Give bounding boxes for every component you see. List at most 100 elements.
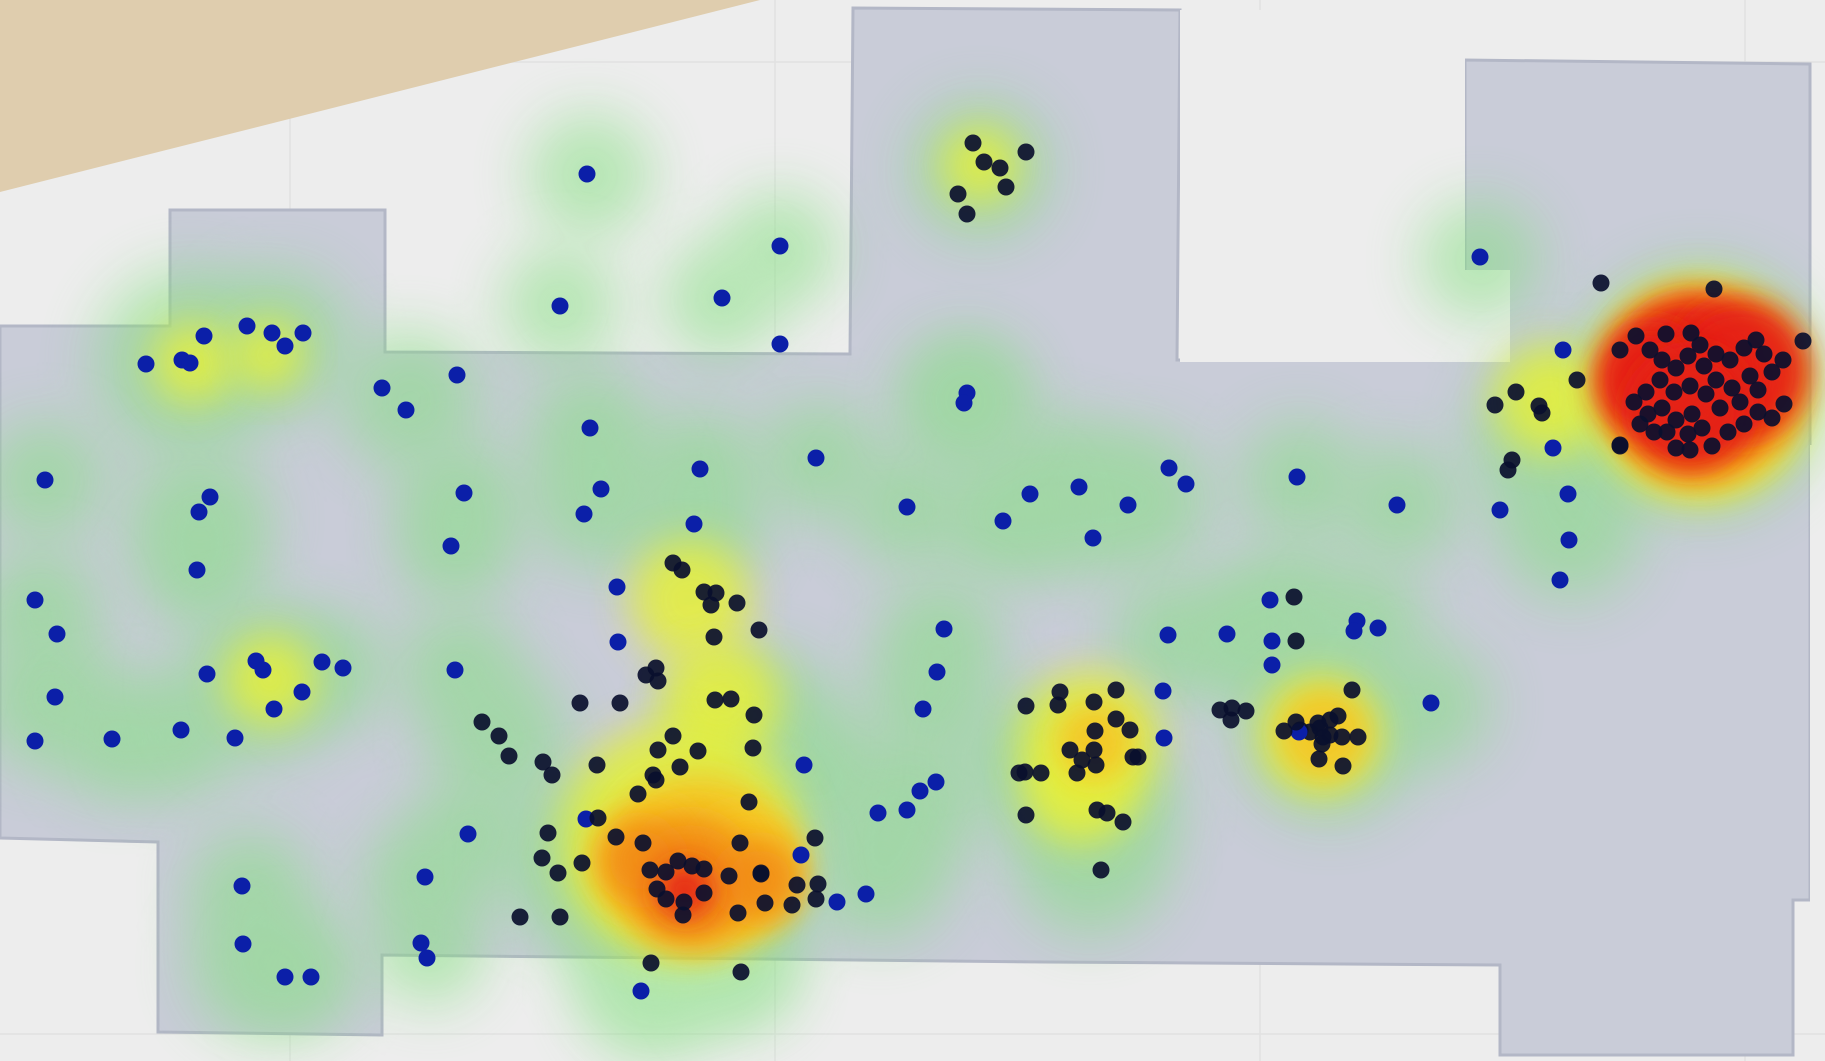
dense-data-point	[1707, 371, 1725, 389]
data-point	[927, 773, 945, 791]
dense-data-point	[728, 594, 746, 612]
data-point	[448, 366, 466, 384]
dense-data-point	[1334, 757, 1352, 775]
dense-data-point	[1499, 461, 1517, 479]
dense-data-point	[1683, 405, 1701, 423]
dense-data-point	[1098, 804, 1116, 822]
dense-data-point	[1124, 748, 1142, 766]
data-point	[446, 661, 464, 679]
dense-data-point	[607, 828, 625, 846]
data-point	[188, 561, 206, 579]
dense-data-point	[807, 890, 825, 908]
dense-data-point	[669, 852, 687, 870]
heat-zone-mid	[630, 540, 750, 660]
dense-data-point	[1641, 341, 1659, 359]
dense-data-point	[958, 205, 976, 223]
dense-data-point	[1697, 385, 1715, 403]
dense-data-point	[744, 739, 762, 757]
data-point	[1544, 439, 1562, 457]
data-point	[632, 982, 650, 1000]
dense-data-point	[1653, 399, 1671, 417]
data-point	[172, 721, 190, 739]
dense-data-point	[1719, 423, 1737, 441]
dense-data-point	[809, 875, 827, 893]
dense-data-point	[1107, 681, 1125, 699]
dense-data-point	[1763, 409, 1781, 427]
dense-data-point	[695, 860, 713, 878]
dense-data-point	[534, 753, 552, 771]
dense-data-point	[1667, 411, 1685, 429]
dense-data-point	[1794, 332, 1812, 350]
dense-data-point	[657, 863, 675, 881]
dense-data-point	[1679, 347, 1697, 365]
dense-data-point	[1611, 437, 1629, 455]
dense-data-point	[1667, 359, 1685, 377]
dense-data-point	[1568, 371, 1586, 389]
data-point	[1177, 475, 1195, 493]
dense-data-point	[729, 904, 747, 922]
data-point	[48, 625, 66, 643]
dense-data-point	[1721, 351, 1739, 369]
dense-data-point	[745, 706, 763, 724]
dense-data-point	[1310, 750, 1328, 768]
heat-halo-low	[530, 430, 670, 570]
dense-data-point	[1665, 383, 1683, 401]
data-point	[137, 355, 155, 373]
dense-data-point	[511, 908, 529, 926]
data-point	[254, 661, 272, 679]
data-point	[1263, 656, 1281, 674]
dense-data-point	[1333, 728, 1351, 746]
terrain-area	[0, 0, 760, 192]
data-point	[869, 804, 887, 822]
data-point	[592, 480, 610, 498]
dense-data-point	[1329, 707, 1347, 725]
dense-data-point	[1285, 588, 1303, 606]
data-point	[1154, 682, 1172, 700]
dense-data-point	[644, 766, 662, 784]
dense-data-point	[783, 896, 801, 914]
dense-data-point	[1637, 383, 1655, 401]
dense-data-point	[1287, 632, 1305, 650]
dense-data-point	[1343, 681, 1361, 699]
dense-data-point	[1051, 683, 1069, 701]
dense-data-point	[706, 691, 724, 709]
dense-data-point	[1682, 324, 1700, 342]
dense-data-point	[997, 178, 1015, 196]
data-point	[1119, 496, 1137, 514]
dense-data-point	[629, 785, 647, 803]
dense-data-point	[1017, 143, 1035, 161]
data-point	[551, 297, 569, 315]
dense-data-point	[664, 554, 682, 572]
data-point	[1218, 625, 1236, 643]
data-point	[898, 498, 916, 516]
data-point	[1422, 694, 1440, 712]
dense-data-point	[611, 694, 629, 712]
dense-data-point	[705, 628, 723, 646]
data-point	[1159, 626, 1177, 644]
dense-data-point	[1657, 325, 1675, 343]
dense-data-point	[1681, 441, 1699, 459]
data-point	[1261, 591, 1279, 609]
dense-data-point	[1741, 367, 1759, 385]
data-point	[195, 327, 213, 345]
data-point	[1288, 468, 1306, 486]
dense-data-point	[1731, 393, 1749, 411]
dense-data-point	[975, 153, 993, 171]
data-point	[238, 317, 256, 335]
dense-data-point	[1774, 351, 1792, 369]
dense-data-point	[649, 741, 667, 759]
heat-halo-low	[1500, 460, 1640, 600]
dense-data-point	[1681, 377, 1699, 395]
dense-data-point	[1703, 437, 1721, 455]
dense-data-point	[1275, 722, 1293, 740]
data-point	[1369, 619, 1387, 637]
data-point	[36, 471, 54, 489]
data-point	[198, 665, 216, 683]
dense-data-point	[1749, 381, 1767, 399]
dense-data-point	[702, 596, 720, 614]
dense-data-point	[722, 690, 740, 708]
dense-data-point	[788, 876, 806, 894]
data-point	[294, 324, 312, 342]
